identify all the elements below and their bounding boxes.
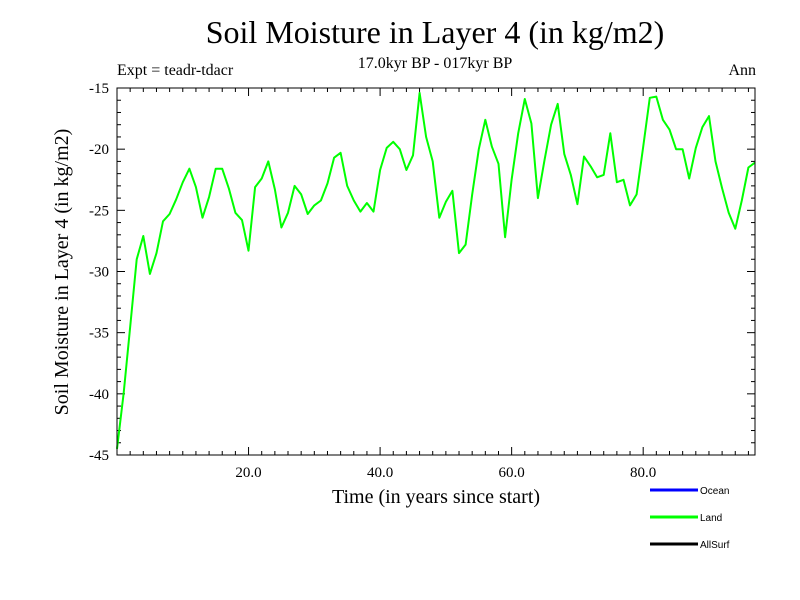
y-tick-label: -30	[89, 265, 109, 281]
chart-subtitle: 17.0kyr BP - 017kyr BP	[357, 55, 513, 72]
period-label: Ann	[728, 62, 756, 79]
axis-ticks	[117, 88, 755, 455]
y-tick-label: -45	[89, 448, 109, 464]
plot-frame	[116, 87, 756, 456]
series-group	[116, 91, 756, 450]
x-tick-label: 40.0	[367, 465, 393, 481]
y-tick-label: -25	[89, 203, 109, 219]
x-axis-label: Time (in years since start)	[332, 486, 540, 508]
experiment-label: Expt = teadr-tdacr	[117, 62, 234, 79]
series-line-land	[116, 91, 756, 450]
legend: Ocean Land AllSurf	[650, 486, 730, 551]
legend-label-land: Land	[700, 513, 722, 524]
x-tick-label: 60.0	[499, 465, 525, 481]
legend-label-allsurf: AllSurf	[700, 540, 730, 551]
page-title: Soil Moisture in Layer 4 (in kg/m2)	[205, 14, 665, 50]
y-tick-label: -40	[89, 387, 109, 403]
y-tick-label: -15	[89, 81, 109, 97]
x-tick-label: 80.0	[630, 465, 656, 481]
y-tick-label: -35	[89, 326, 109, 342]
y-axis-label: Soil Moisture in Layer 4 (in kg/m2)	[51, 129, 73, 416]
legend-label-ocean: Ocean	[700, 486, 729, 497]
y-tick-label: -20	[89, 142, 109, 158]
x-tick-label: 20.0	[235, 465, 261, 481]
tick-labels: 20.0 40.0 60.0 80.0 -45 -40 -35 -30 -25 -20 -15	[89, 81, 656, 481]
